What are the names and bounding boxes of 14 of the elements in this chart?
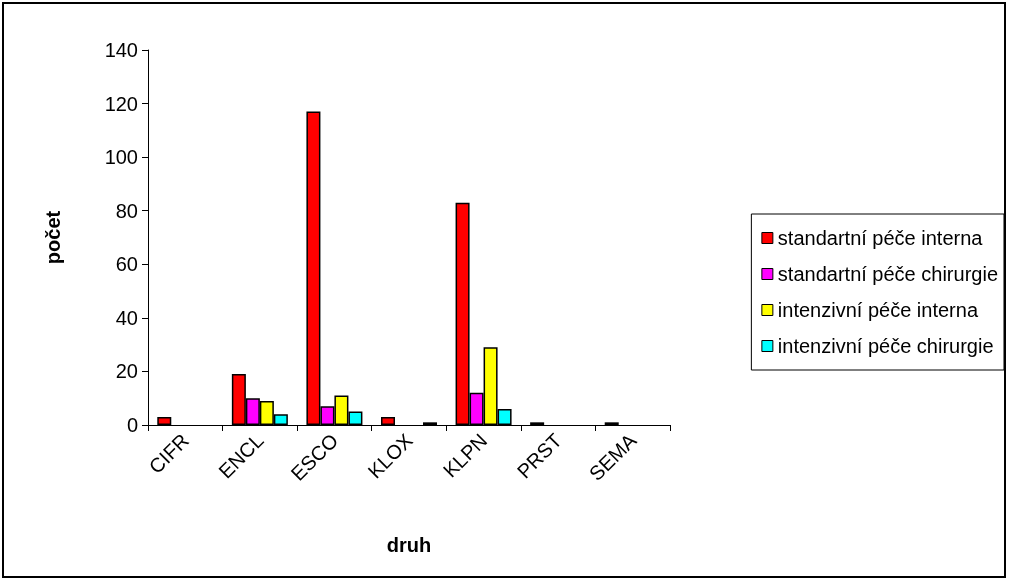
x-axis-title: druh (386, 534, 432, 556)
y-axis-title: počet (42, 210, 64, 265)
legend-label: intenzivní péče chirurgie (777, 335, 994, 357)
y-tick-label: 100 (104, 146, 138, 169)
legend-label: standartní péče interna (777, 227, 984, 249)
legend-label: standartní péče chirurgie (777, 263, 999, 285)
y-tick-label: 20 (115, 360, 138, 383)
y-tick-label: 80 (115, 199, 138, 222)
y-tick-label: 40 (115, 306, 138, 329)
legend-label: intenzivní péče interna (777, 299, 979, 321)
y-tick-label: 0 (126, 414, 138, 436)
y-tick-label: 60 (115, 253, 138, 276)
y-tick-label: 120 (104, 92, 138, 115)
y-tick-label: 140 (104, 39, 138, 61)
